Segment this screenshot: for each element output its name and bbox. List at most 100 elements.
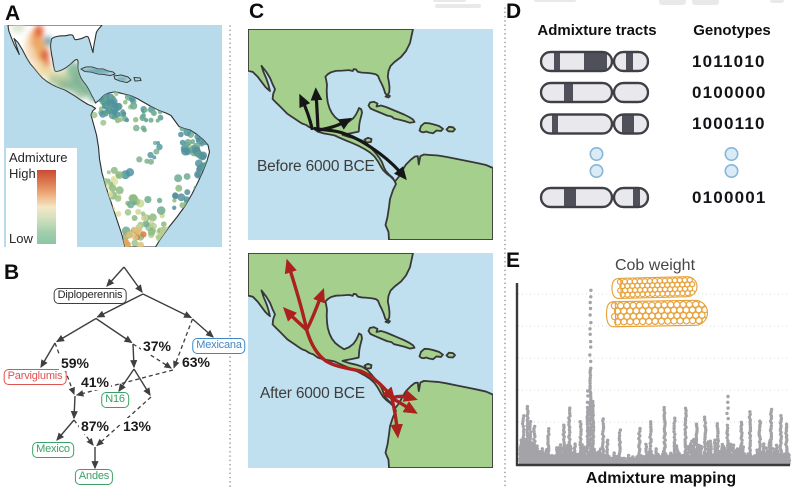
sample-dot <box>179 139 186 146</box>
migration-arrow <box>304 327 396 402</box>
corn-cob-icon <box>611 276 698 300</box>
sample-dot <box>117 117 123 123</box>
sample-dot <box>175 184 183 192</box>
sample-dot <box>196 137 201 142</box>
sample-dot <box>106 170 111 175</box>
sample-dot <box>109 184 117 192</box>
sample-dot <box>124 118 130 123</box>
sample-dot <box>156 141 160 145</box>
taxon-box-andes: Andes <box>74 469 114 485</box>
sample-dot <box>134 226 143 235</box>
sample-dot <box>184 141 190 148</box>
migration-arrow <box>284 258 309 332</box>
sample-dot <box>147 228 156 236</box>
admixture-wash <box>44 36 52 46</box>
taxon-box-mexicana: Mexicana <box>192 338 246 354</box>
legend-title: Admixture <box>9 150 68 165</box>
admixture-graph <box>40 266 214 470</box>
sample-dot <box>129 96 136 103</box>
migration-arrow <box>390 397 403 439</box>
panel-a-label: A <box>5 2 21 25</box>
panel-divider-left <box>229 25 231 490</box>
panel-divider-right <box>504 7 506 490</box>
sample-dot <box>144 196 152 204</box>
sample-dot <box>133 117 139 123</box>
sample-dot <box>156 143 163 151</box>
admixture-wash <box>25 30 45 64</box>
admixture-percent-label: 63% <box>179 354 213 370</box>
sample-dot <box>110 166 118 174</box>
admixture-wash <box>56 70 68 80</box>
sample-dot <box>140 125 146 131</box>
sample-dot <box>105 98 113 106</box>
admixture-wash <box>34 25 44 37</box>
sample-dot <box>111 95 116 101</box>
sample-dot <box>172 205 177 210</box>
tree-edge-solid <box>95 317 133 344</box>
admixture-wash <box>41 49 49 61</box>
sample-dot <box>137 241 145 247</box>
cropped-artifact <box>659 0 686 5</box>
sample-dot <box>183 173 191 180</box>
genotype-value: 1000110 <box>692 114 766 133</box>
admixture-percent-label: 13% <box>120 418 154 434</box>
sample-dot <box>136 156 143 163</box>
legend-high-label: High <box>9 166 36 181</box>
corn-cob-icon <box>605 299 709 328</box>
genotype-value: 0100000 <box>692 82 767 102</box>
sample-dot <box>140 231 147 238</box>
sample-dot <box>115 186 124 195</box>
legend-gradient-bar <box>37 170 56 244</box>
genotype-value: 1011010 <box>692 51 766 71</box>
chromosome-diagrams <box>539 50 739 209</box>
migration-arrow <box>304 287 325 332</box>
sample-dot <box>152 140 158 146</box>
sample-dot <box>153 148 160 155</box>
sample-dot <box>123 99 128 105</box>
tree-edge-solid <box>70 395 78 420</box>
sample-dot <box>156 206 166 215</box>
sample-dot <box>132 234 139 241</box>
tree-edge-solid <box>40 342 56 369</box>
admixture-percent-label: 37% <box>140 338 174 354</box>
migration-arrows-before <box>299 87 407 181</box>
sample-dot <box>140 113 146 120</box>
panel-d-label: D <box>506 0 522 23</box>
migration-arrows-after <box>282 258 418 439</box>
tree-edge-solid <box>96 293 144 318</box>
sample-dot <box>91 112 98 119</box>
cropped-artifact <box>433 0 466 2</box>
tree-edge-solid <box>123 266 143 293</box>
admixture-legend: Admixture High Low <box>6 148 77 247</box>
cropped-artifact <box>534 0 576 2</box>
migration-arrow <box>313 126 407 181</box>
sample-dot <box>161 221 167 227</box>
sample-dot <box>114 91 119 97</box>
ellipsis-dot <box>724 164 739 179</box>
sample-dot <box>115 211 122 217</box>
sample-dot <box>152 155 157 160</box>
migration-arrow <box>282 306 309 332</box>
sample-dot <box>156 197 163 204</box>
taxon-box-diploperennis: Diploperennis <box>53 288 127 304</box>
admixture-percent-label: 59% <box>58 355 92 371</box>
migration-arrow <box>390 389 418 402</box>
cropped-artifact <box>770 0 784 3</box>
sample-dot <box>124 209 132 216</box>
sample-dot <box>111 110 118 116</box>
sample-dot <box>172 198 177 203</box>
admixture-map <box>4 25 222 247</box>
ellipsis-dot <box>589 147 604 162</box>
sample-dot <box>150 222 157 230</box>
sample-dot <box>199 153 207 161</box>
tree-edge-admixture-dashed <box>132 343 172 369</box>
caption-before-6000-bce: Before 6000 BCE <box>257 158 375 175</box>
tree-edge-solid <box>130 343 138 369</box>
sample-dot <box>133 124 140 132</box>
sample-dot <box>140 211 146 216</box>
tree-edge-solid <box>142 293 193 319</box>
sample-dot <box>183 128 191 137</box>
sample-dot <box>177 193 186 202</box>
sample-dot <box>131 215 138 221</box>
chromosome-row <box>539 50 650 73</box>
